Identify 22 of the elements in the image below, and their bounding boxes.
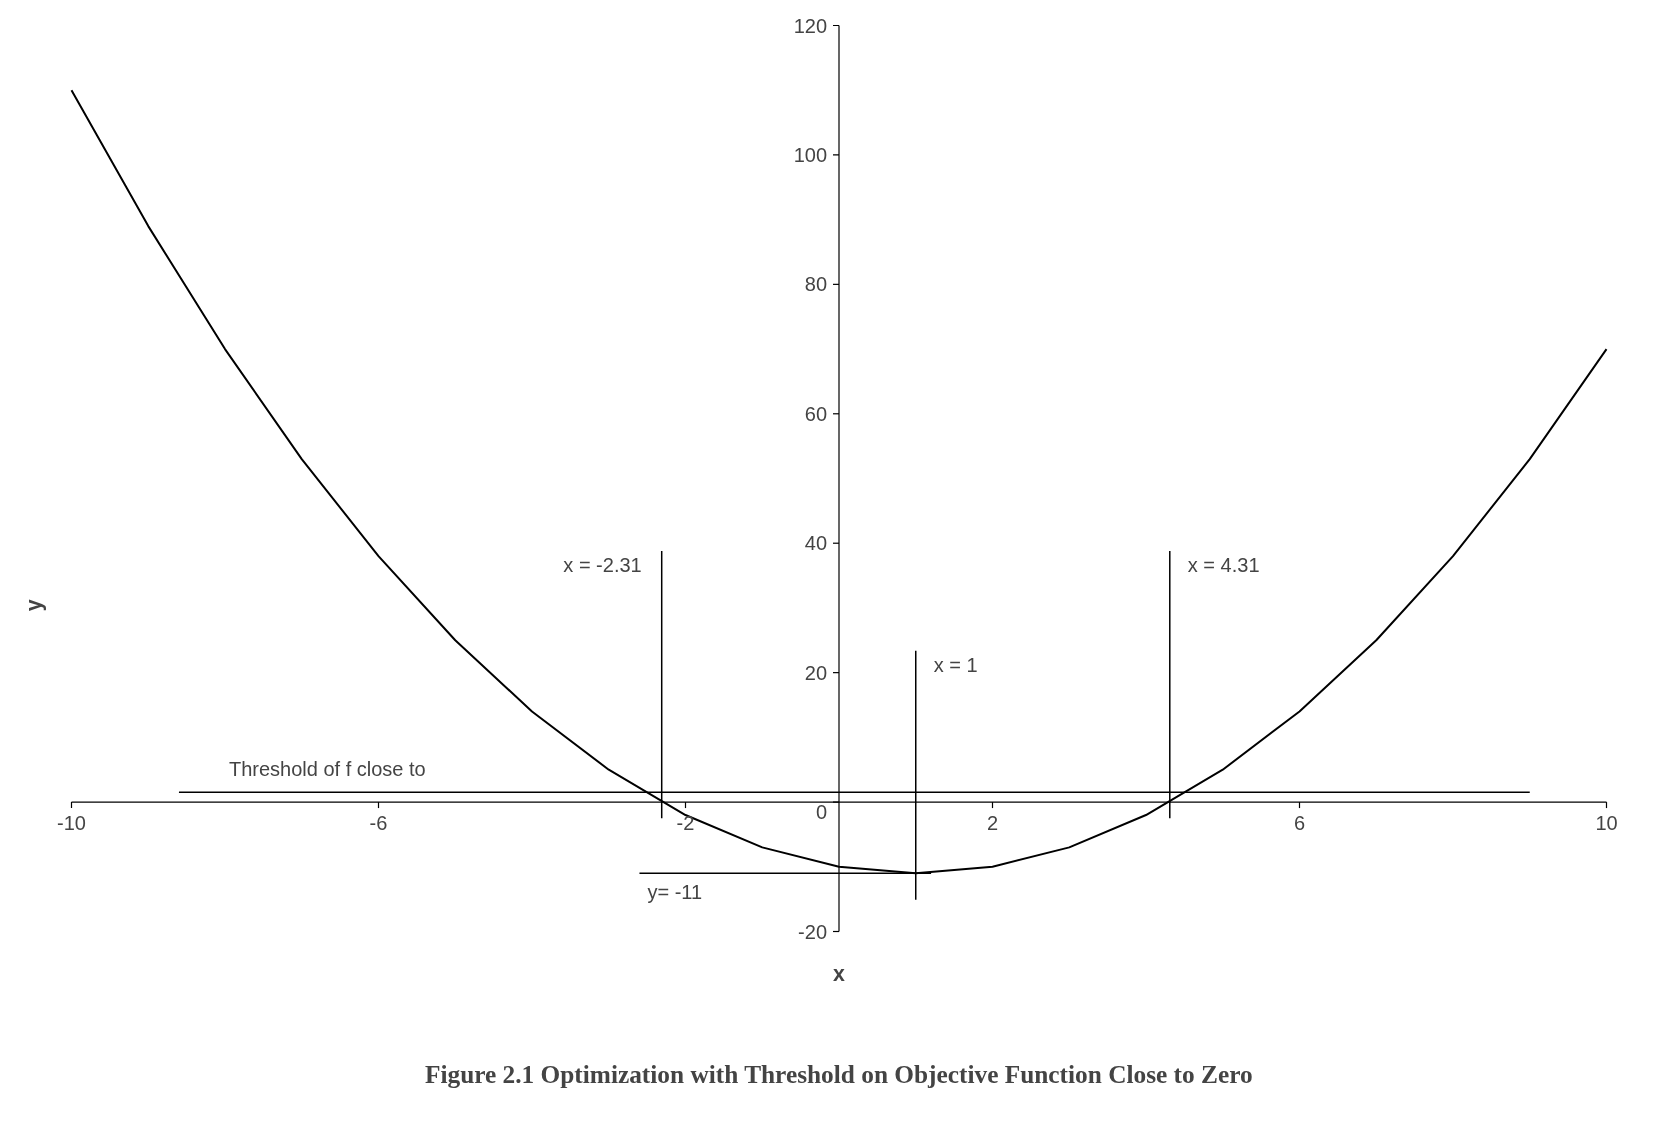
x-tick-label: 6 [1293,812,1306,835]
y-tick-label: 100 [793,143,828,166]
ref-line-label: Threshold of f close to [228,758,426,781]
y-tick-label: 0 [815,801,827,824]
y-tick-label: 120 [793,14,828,37]
x-axis-title: x [833,961,846,986]
text: Figure 2.1 Optimization with Threshold on Objective Function Close to Zero [424,1059,1253,1088]
x-tick-label: 2 [986,812,999,835]
y-tick-label: 60 [804,402,827,425]
x-tick-label: 10 [1595,812,1618,835]
ref-line-label: x = -2.31 [563,553,642,576]
ref-line-label: y= -11 [647,881,703,904]
x-tick-label: -10 [57,812,86,835]
y-tick-label: -20 [798,920,827,943]
ref-line-label: x = 4.31 [1187,553,1260,576]
y-tick-label: 80 [804,273,827,296]
y-tick-label: 20 [804,661,827,684]
y-tick-label: 40 [804,532,827,555]
x-tick-label: -6 [369,812,388,835]
x-tick-label: -2 [676,812,695,835]
y-axis-title: y [21,599,46,612]
ref-line-label: x = 1 [933,653,978,676]
